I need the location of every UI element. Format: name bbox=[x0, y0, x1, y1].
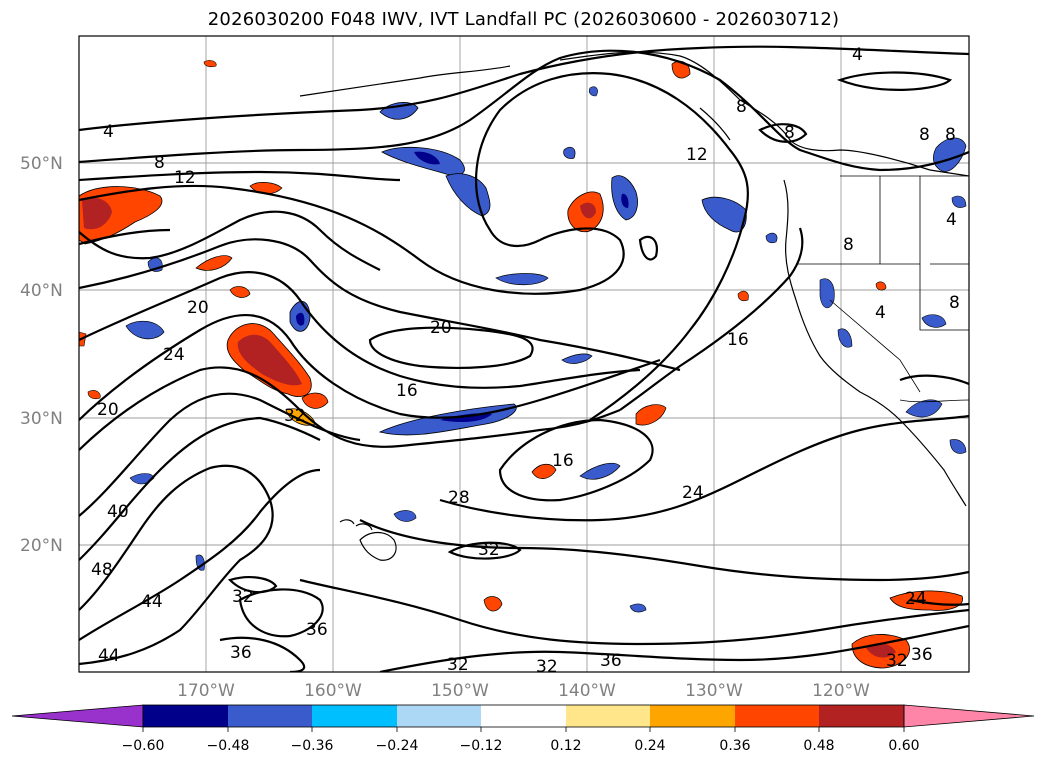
contour-label: 32 bbox=[478, 540, 500, 560]
contour-labels: 4 4 8 8 8 8 8 8 4 4 8 12 12 16 16 16 20 … bbox=[91, 45, 960, 677]
pos-anomaly-west-core bbox=[82, 197, 112, 230]
colorbar-tick-label: −0.36 bbox=[291, 738, 334, 754]
contour-label: 36 bbox=[911, 645, 933, 665]
contour-label: 20 bbox=[97, 400, 119, 420]
colorbar-segment bbox=[228, 705, 312, 727]
colorbar-tick-label: −0.12 bbox=[460, 738, 503, 754]
contour-label: 32 bbox=[232, 587, 254, 607]
colorbar-segment bbox=[481, 705, 566, 727]
colorbar-tick-label: 0.60 bbox=[888, 738, 919, 754]
contour-label: 12 bbox=[174, 168, 196, 188]
contour-label: 16 bbox=[552, 451, 574, 471]
contour-label: 36 bbox=[306, 620, 328, 640]
contour-label: 4 bbox=[946, 210, 957, 230]
contour-label: 24 bbox=[682, 483, 704, 503]
contour-label: 40 bbox=[107, 502, 129, 522]
lat-labels: 50°N 40°N 30°N 20°N bbox=[20, 154, 63, 556]
colorbar-tick-label: −0.24 bbox=[376, 738, 419, 754]
colorbar-segment bbox=[397, 705, 481, 727]
contour-label: 36 bbox=[600, 651, 622, 671]
lon-label: 150°W bbox=[431, 681, 489, 701]
lat-label: 30°N bbox=[20, 409, 63, 429]
lon-label: 140°W bbox=[558, 681, 616, 701]
colorbar-extend-high bbox=[903, 704, 1035, 728]
lat-label: 20°N bbox=[20, 536, 63, 556]
coastlines bbox=[299, 51, 969, 561]
contour-label: 4 bbox=[875, 303, 886, 323]
lon-label: 120°W bbox=[812, 681, 870, 701]
contour-label: 4 bbox=[852, 45, 863, 65]
lat-label: 50°N bbox=[20, 154, 63, 174]
contour-label: 44 bbox=[141, 592, 163, 612]
contour-label: 24 bbox=[905, 589, 927, 609]
contour-label: 36 bbox=[230, 643, 252, 663]
contour-label: 4 bbox=[103, 122, 114, 142]
lon-labels: 170°W 160°W 150°W 140°W 130°W 120°W bbox=[177, 681, 870, 701]
colorbar-segment bbox=[566, 705, 650, 727]
graticule bbox=[79, 36, 969, 672]
contour-label: 24 bbox=[163, 345, 185, 365]
contour-label: 12 bbox=[686, 145, 708, 165]
contour-label: 32 bbox=[886, 651, 908, 671]
contour-lines bbox=[79, 45, 969, 672]
colorbar: −0.60 −0.48 −0.36 −0.24 −0.12 0.12 0.24 … bbox=[11, 704, 1035, 754]
map-frame bbox=[78, 35, 970, 673]
contour-label: 32 bbox=[447, 655, 469, 675]
contour-label: 28 bbox=[448, 488, 470, 508]
colorbar-tick-label: 0.48 bbox=[803, 738, 834, 754]
colorbar-extend-low bbox=[11, 704, 144, 728]
contour-label: 16 bbox=[727, 330, 749, 350]
colorbar-tick-label: 0.36 bbox=[719, 738, 750, 754]
colorbar-segment bbox=[312, 705, 397, 727]
colorbar-segment bbox=[819, 705, 904, 727]
map-title: 2026030200 F048 IWV, IVT Landfall PC (20… bbox=[207, 9, 840, 30]
contour-label: 20 bbox=[430, 318, 452, 338]
lon-label: 160°W bbox=[304, 681, 362, 701]
contour-label: 32 bbox=[536, 657, 558, 677]
colorbar-segment bbox=[735, 705, 819, 727]
lon-label: 130°W bbox=[685, 681, 743, 701]
lat-label: 40°N bbox=[20, 281, 63, 301]
colorbar-segment bbox=[650, 705, 735, 727]
colorbar-tick-label: 0.24 bbox=[634, 738, 665, 754]
contour-label: 44 bbox=[98, 646, 120, 666]
contour-label: 16 bbox=[396, 381, 418, 401]
shading-layer bbox=[79, 60, 967, 669]
contour-label: 8 bbox=[784, 123, 795, 143]
colorbar-tick-label: −0.60 bbox=[122, 738, 165, 754]
colorbar-tick-label: 0.12 bbox=[550, 738, 581, 754]
lon-label: 170°W bbox=[177, 681, 235, 701]
contour-label: 8 bbox=[843, 235, 854, 255]
colorbar-segment bbox=[143, 705, 228, 727]
contour-label: 8 bbox=[736, 97, 747, 117]
contour-label: 8 bbox=[154, 153, 165, 173]
contour-label: 8 bbox=[919, 125, 930, 145]
contour-label: 8 bbox=[949, 293, 960, 313]
contour-label: 48 bbox=[91, 560, 113, 580]
contour-label: 20 bbox=[187, 298, 209, 318]
contour-label: 32 bbox=[284, 406, 306, 426]
colorbar-tick-label: −0.48 bbox=[207, 738, 250, 754]
contour-label: 8 bbox=[945, 125, 956, 145]
